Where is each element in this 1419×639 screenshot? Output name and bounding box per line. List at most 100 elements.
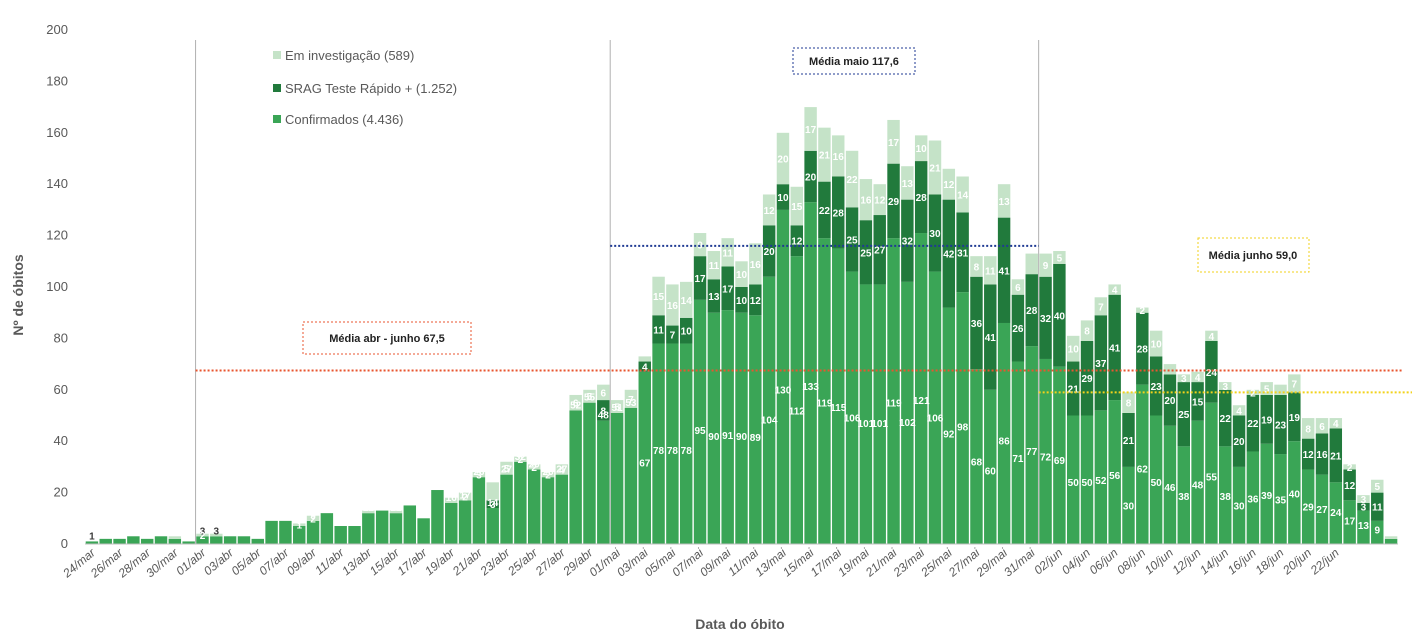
bar-confirmados <box>832 248 845 544</box>
data-label-confirmados: 26 <box>542 467 554 478</box>
data-label-confirmados: 39 <box>1261 491 1273 502</box>
data-label-srag: 19 <box>1289 413 1301 424</box>
data-label-confirmados: 112 <box>789 406 806 417</box>
data-label-confirmados: 52 <box>1095 476 1107 487</box>
data-label-srag: 10 <box>736 296 748 307</box>
data-label-confirmados: 95 <box>694 426 706 437</box>
x-tick-label: 09/mai <box>697 545 734 579</box>
data-label-investigacao: 2 <box>518 455 524 466</box>
data-label-confirmados: 48 <box>598 411 610 422</box>
data-label-investigacao: 1 <box>296 521 302 532</box>
bar-confirmados <box>389 513 403 544</box>
bar-investigacao <box>445 497 458 503</box>
bar-investigacao <box>362 510 375 514</box>
y-tick-label: 60 <box>54 382 68 397</box>
data-label-srag: 29 <box>1081 374 1093 385</box>
bar-srag <box>1371 492 1384 521</box>
bar-confirmados <box>1329 482 1343 544</box>
data-label-investigacao: 4 <box>1236 406 1242 417</box>
bar-investigacao <box>1329 418 1343 429</box>
data-label-investigacao: 4 <box>1333 419 1339 430</box>
bar-srag <box>735 287 748 313</box>
bar-srag <box>707 279 721 313</box>
bar-investigacao <box>1384 536 1398 539</box>
bar-investigacao <box>776 132 790 185</box>
bar-srag <box>942 199 956 308</box>
data-label-investigacao: 15 <box>653 292 665 303</box>
x-tick-label: 21/abr <box>449 545 486 579</box>
bar-confirmados <box>942 307 956 544</box>
bar-confirmados <box>458 500 472 544</box>
data-label-srag: 30 <box>929 229 941 240</box>
data-label-investigacao: 2 <box>462 492 468 503</box>
legend-swatch-confirmados <box>273 115 281 123</box>
x-tick-label: 30/mar <box>143 545 181 580</box>
data-label-confirmados: 9 <box>269 511 275 522</box>
bar-investigacao <box>555 464 569 475</box>
data-label-srag: 28 <box>833 208 845 219</box>
data-label-confirmados: 3 <box>200 526 206 537</box>
data-label-srag: 22 <box>1220 414 1232 425</box>
data-label-srag: 41 <box>985 333 997 344</box>
data-label-investigacao: 2 <box>200 531 206 542</box>
data-label-confirmados: 106 <box>927 413 944 424</box>
data-label-confirmados: 133 <box>802 382 819 393</box>
data-label-investigacao: 12 <box>874 196 886 207</box>
bar-confirmados <box>127 536 140 544</box>
bar-investigacao <box>306 515 320 521</box>
data-label-investigacao: 22 <box>847 175 859 186</box>
data-label-srag: 17 <box>722 284 734 295</box>
data-label-srag: 20 <box>1164 396 1176 407</box>
bar-investigacao <box>597 384 610 401</box>
bar-srag <box>638 361 651 372</box>
bar-srag <box>1053 263 1066 367</box>
x-axis: 24/mar26/mar28/mar30/mar01/abr03/abr05/a… <box>59 543 1398 581</box>
data-label-investigacao: 5 <box>1057 253 1063 264</box>
bar-confirmados <box>1163 425 1177 544</box>
bar-confirmados <box>984 389 997 544</box>
bar-srag <box>887 163 900 239</box>
bar-srag <box>666 325 679 344</box>
bar-investigacao <box>1025 253 1038 275</box>
bar-srag <box>1136 312 1149 385</box>
bar-investigacao <box>1315 418 1329 434</box>
bar-confirmados <box>265 520 278 544</box>
data-label-srag: 32 <box>902 237 914 248</box>
bar-investigacao <box>1205 330 1218 341</box>
data-label-confirmados: 90 <box>736 432 748 443</box>
data-label-investigacao: 9 <box>1043 261 1049 272</box>
x-tick-label: 19/abr <box>422 545 458 578</box>
x-tick-label: 08/jun <box>1114 545 1148 577</box>
legend-label-investigacao: Em investigação (589) <box>285 48 414 63</box>
annotation-label-junho: Média junho 59,0 <box>1209 250 1298 262</box>
x-tick-label: 27/mai <box>945 545 983 580</box>
data-label-investigacao: 11 <box>985 266 996 277</box>
annotation-box-abr-jun <box>302 321 472 355</box>
y-tick-label: 160 <box>46 125 68 140</box>
data-label-confirmados: 13 <box>1358 521 1370 532</box>
bar-confirmados <box>1191 420 1204 544</box>
data-label-confirmados: 10 <box>418 508 430 519</box>
bar-investigacao <box>970 256 983 277</box>
bar-srag <box>901 199 914 282</box>
x-tick-label: 21/mai <box>862 545 900 580</box>
data-label-confirmados: 24 <box>1330 508 1342 519</box>
bar-srag <box>1205 340 1218 403</box>
bar-srag <box>749 284 762 316</box>
bar-confirmados <box>1011 361 1025 544</box>
data-label-srag: 11 <box>653 325 664 336</box>
bar-confirmados <box>1315 474 1329 544</box>
bar-investigacao <box>859 179 873 221</box>
x-tick-label: 11/abr <box>312 545 347 578</box>
data-label-confirmados: 17 <box>1344 516 1356 527</box>
data-label-confirmados: 60 <box>985 467 997 478</box>
y-axis-title: Nº de óbitos <box>10 254 26 336</box>
data-label-investigacao: 2 <box>531 463 537 474</box>
data-label-investigacao: 2 <box>1140 306 1146 317</box>
bar-investigacao <box>928 140 942 195</box>
x-tick-label: 14/jun <box>1197 545 1231 577</box>
bar-confirmados <box>375 510 389 544</box>
bar-confirmados <box>721 310 734 544</box>
data-label-investigacao: 17 <box>888 138 900 149</box>
data-label-investigacao: 3 <box>476 471 482 482</box>
